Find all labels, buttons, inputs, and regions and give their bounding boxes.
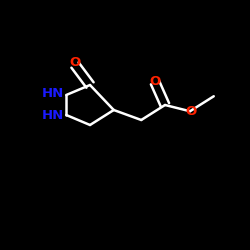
Text: HN: HN <box>42 87 64 100</box>
Text: HN: HN <box>42 109 64 122</box>
Text: O: O <box>70 56 80 70</box>
Text: O: O <box>185 105 196 118</box>
Text: O: O <box>149 75 160 88</box>
